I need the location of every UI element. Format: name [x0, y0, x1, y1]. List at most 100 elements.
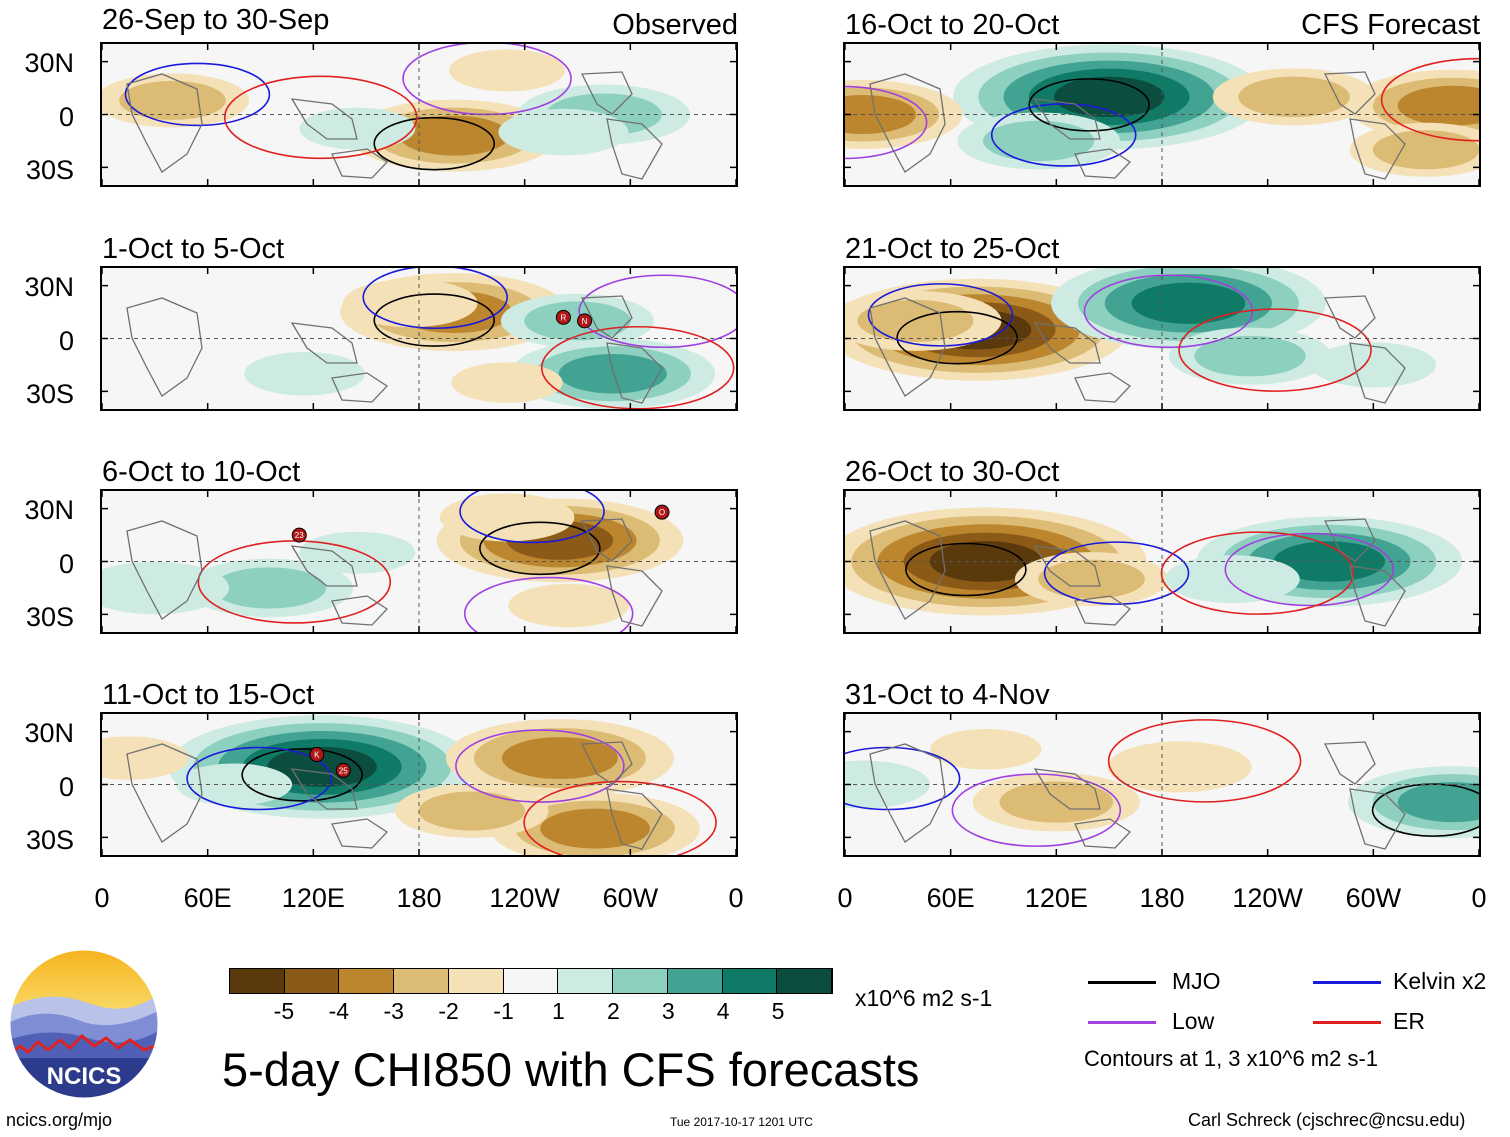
coastline: [606, 565, 663, 627]
legend-line-er: [1313, 1021, 1381, 1024]
ncics-logo: NCICS: [8, 948, 160, 1100]
coastline: [1074, 372, 1132, 403]
storm-marker: [577, 313, 593, 329]
anomaly-blob: [1372, 130, 1479, 170]
coastline: [1033, 322, 1101, 364]
colorbar-swatch: [722, 969, 778, 993]
coastline: [1074, 595, 1132, 626]
panel-title: 26-Sep to 30-Sep: [102, 4, 330, 36]
coastline: [1033, 545, 1101, 587]
map-panel: 23 O: [100, 489, 738, 634]
logo-text: NCICS: [47, 1063, 122, 1090]
storm-marker: [555, 309, 571, 325]
coastline: [580, 741, 633, 785]
latitude-label: 30N: [24, 48, 74, 78]
latitude-label: 30S: [25, 825, 74, 855]
colorbar-label: 3: [661, 998, 675, 1024]
longitude-label: 120E: [1024, 883, 1088, 913]
latitude-label: 0: [58, 549, 74, 579]
anomaly-blob: [1397, 782, 1479, 823]
anomaly-blob: [1131, 282, 1246, 324]
coastline: [290, 98, 358, 140]
anomaly-blob: [999, 781, 1114, 823]
coastline: [1033, 768, 1101, 810]
contour-line: [1224, 532, 1395, 607]
anomaly-blob: [1165, 555, 1300, 604]
storm-marker-label: K: [314, 751, 320, 760]
anomaly-blob: [342, 279, 478, 328]
contour-line: [186, 746, 332, 811]
legend-label-kelvin: Kelvin x2: [1393, 968, 1487, 994]
legend-label-mjo: MJO: [1172, 968, 1221, 994]
legend-label-er: ER: [1393, 1008, 1425, 1034]
coastline: [606, 788, 663, 850]
longitude-label: 60E: [183, 883, 232, 913]
coastline: [606, 342, 663, 404]
colorbar-swatch: [503, 969, 559, 993]
anomaly-blob: [244, 352, 365, 396]
anomaly-blob: [451, 362, 563, 403]
panel-title: 6-Oct to 10-Oct: [102, 456, 301, 488]
colorbar-label: 5: [771, 998, 785, 1024]
contour-line: [197, 540, 392, 624]
heatmap-canvas: [845, 491, 1479, 632]
panel-tag: Observed: [612, 9, 738, 41]
colorbar-label: -4: [328, 998, 350, 1024]
coastline: [1349, 118, 1406, 180]
storm-marker: [309, 747, 325, 763]
contour-line: [362, 268, 508, 330]
coastline: [606, 118, 663, 180]
contour-line: [951, 773, 1122, 847]
contour-line: [905, 542, 1027, 597]
coastline: [290, 768, 358, 810]
contour-line: [578, 274, 736, 349]
storm-marker: [291, 527, 307, 543]
colorbar: [229, 968, 833, 994]
latitude-label: 0: [58, 772, 74, 802]
anomaly-blob: [930, 729, 1042, 770]
contour-line: [1083, 274, 1254, 349]
coastline: [290, 322, 358, 364]
contour-line: [1178, 308, 1372, 392]
coastline: [580, 295, 633, 339]
colorbar-swatch: [284, 969, 340, 993]
longitude-label: 0: [728, 883, 744, 913]
anomaly-blob: [558, 354, 667, 394]
coastline: [1033, 98, 1101, 140]
coastline: [126, 73, 203, 173]
anomaly-blob: [501, 737, 618, 780]
map-panel: [843, 489, 1481, 634]
colorbar-label: 2: [606, 998, 620, 1024]
footer-timestamp: Tue 2017-10-17 1201 UTC: [670, 1115, 813, 1129]
anomaly-blob: [119, 80, 226, 120]
map-panel: [100, 42, 738, 187]
heatmap-canvas: [845, 714, 1479, 855]
contour-note: Contours at 1, 3 x10^6 m2 s-1: [1084, 1046, 1379, 1071]
anomaly-blob: [299, 107, 416, 150]
legend-line-low: [1088, 1021, 1156, 1024]
panel-tag: CFS Forecast: [1301, 9, 1480, 41]
map-panel: [843, 266, 1481, 411]
contour-line: [459, 491, 605, 544]
anomaly-blob: [983, 120, 1095, 162]
longitude-label: 0: [94, 883, 110, 913]
colorbar-swatch: [558, 969, 614, 993]
colorbar-swatch: [448, 969, 504, 993]
coastline: [126, 743, 203, 843]
colorbar-label: -5: [273, 998, 295, 1024]
latitude-label: 30N: [24, 272, 74, 302]
contour-line: [479, 521, 601, 576]
colorbar-label: 1: [552, 998, 565, 1024]
anomaly-blob: [1038, 559, 1145, 599]
map-panel: [843, 712, 1481, 857]
anomaly-blob: [540, 808, 650, 849]
colorbar-units: x10^6 m2 s-1: [855, 985, 993, 1011]
anomaly-blob: [102, 561, 230, 615]
contour-line: [373, 116, 496, 171]
latitude-label: 30S: [25, 379, 74, 409]
longitude-label: 120W: [489, 883, 560, 913]
colorbar-label: -2: [438, 998, 459, 1024]
longitude-label: 180: [396, 883, 442, 913]
anomaly-blob: [1194, 335, 1306, 377]
contour-line: [1160, 531, 1355, 615]
